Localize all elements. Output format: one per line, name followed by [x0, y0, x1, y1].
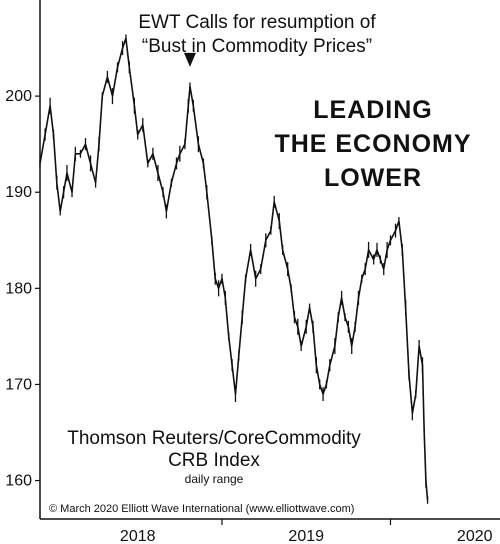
x-tick-label: 2019: [288, 528, 324, 544]
headline-line-2: THE ECONOMY: [274, 130, 471, 158]
x-tick-label: 2018: [120, 528, 156, 544]
y-tick-label: 190: [5, 184, 32, 201]
x-tick-label: 2020: [457, 528, 493, 544]
copyright-notice: © March 2020 Elliott Wave International …: [49, 503, 354, 515]
y-tick-label: 200: [5, 88, 32, 105]
x-axis-ticks: 2018 2019 2020: [120, 519, 493, 544]
y-tick-label: 160: [5, 473, 32, 490]
index-label-line-2: CRB Index: [168, 450, 260, 471]
headline-line-1: LEADING: [313, 96, 433, 124]
y-tick-label: 170: [5, 376, 32, 393]
daily-range-bars: [39, 34, 429, 504]
annotation-arrow-head: [183, 52, 196, 67]
index-label-line-1: Thomson Reuters/CoreCommodity: [67, 428, 361, 449]
y-tick-label: 180: [5, 280, 32, 297]
headline-line-3: LOWER: [324, 164, 422, 192]
annotation-line-1: EWT Calls for resumption of: [138, 12, 376, 33]
y-axis-ticks: 160 170 180 190 200: [5, 88, 40, 490]
index-label-line-3: daily range: [185, 472, 244, 486]
annotation-line-2: “Bust in Commodity Prices”: [142, 36, 372, 57]
